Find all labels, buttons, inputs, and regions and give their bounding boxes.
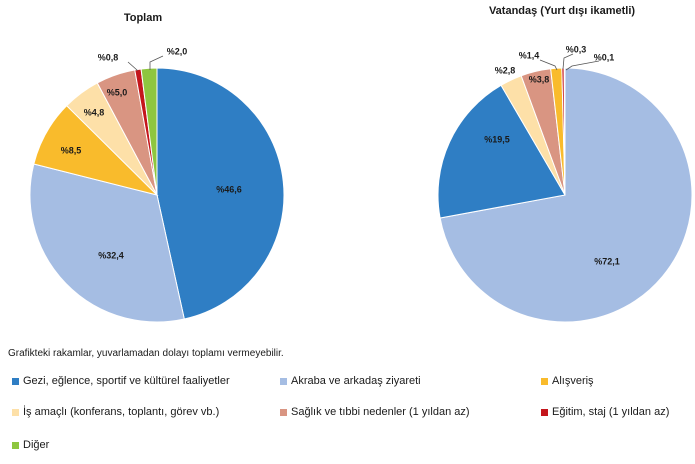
slice-label: %8,5: [61, 145, 82, 155]
slice-label: %2,0: [167, 46, 188, 56]
chart-title: Vatandaş (Yurt dışı ikametli): [489, 5, 635, 17]
rounding-note: Grafikteki rakamlar, yuvarlamadan dolayı…: [8, 348, 284, 359]
legend-swatch: [12, 408, 19, 416]
legend-label: Eğitim, staj (1 yıldan az): [552, 406, 670, 418]
slice-label: %19,5: [484, 134, 510, 144]
legend-swatch: [280, 408, 287, 416]
legend-swatch: [541, 377, 548, 385]
slice-label: %2,8: [495, 65, 516, 75]
pie-vatandas: Vatandaş (Yurt dışı ikametli) %19,5 %72,1%…: [437, 5, 693, 323]
slice-label: %0,8: [98, 52, 119, 62]
slice-label: %4,8: [84, 107, 105, 117]
slice-label: %3,8: [529, 74, 550, 84]
leader-line: [127, 61, 138, 71]
slice-label: %72,1: [594, 256, 620, 266]
legend-swatch: [12, 441, 19, 449]
pie-slice: [563, 67, 566, 196]
legend-swatch: [280, 377, 287, 385]
leader-line: [149, 55, 164, 70]
legend-item: Diğer: [12, 439, 49, 451]
legend-item: İş amaçlı (konferans, toplantı, görev vb…: [12, 406, 219, 418]
legend-label: Akraba ve arkadaş ziyareti: [291, 375, 421, 387]
legend-item: Akraba ve arkadaş ziyareti: [280, 375, 421, 387]
legend-label: İş amaçlı (konferans, toplantı, görev vb…: [23, 406, 220, 418]
slice-label: %32,4: [98, 250, 124, 260]
legend-label: Sağlık ve tıbbi nedenler (1 yıldan az): [291, 406, 470, 418]
slice-label: %0,3: [566, 44, 587, 54]
slice-label: %5,0: [107, 87, 128, 97]
pie-slice: [437, 84, 566, 219]
pie-slice: [140, 67, 158, 196]
pie-slice: [29, 163, 185, 323]
chart-title: Toplam: [124, 12, 163, 24]
pie-charts: Toplam %46,6 %32,4 %8,5 %4,8%5,0 %0,8 %2,0 Vata…: [29, 5, 693, 323]
slice-label: %46,6: [216, 184, 242, 194]
pie-toplam: Toplam %46,6 %32,4 %8,5 %4,8%5,0 %0,8 %2,0: [29, 12, 285, 323]
pie-slice: [156, 67, 285, 320]
slice-label: %0,1: [594, 52, 615, 62]
legend-item: Eğitim, staj (1 yıldan az): [541, 406, 669, 418]
leader-line: [539, 59, 558, 71]
legend-swatch: [12, 377, 19, 385]
legend-item: Alışveriş: [541, 375, 594, 387]
legend-item: Gezi, eğlence, sportif ve kültürel faali…: [12, 375, 230, 387]
legend-label: Diğer: [23, 439, 50, 451]
legend-swatch: [541, 408, 548, 416]
legend-label: Alışveriş: [552, 375, 594, 387]
leader-line: [562, 53, 574, 70]
slice-label: %1,4: [519, 50, 540, 60]
pie-slice: [439, 67, 693, 323]
legend-label: Gezi, eğlence, sportif ve kültürel faali…: [23, 375, 230, 387]
leader-line: [565, 60, 600, 71]
legend-item: Sağlık ve tıbbi nedenler (1 yıldan az): [280, 406, 470, 418]
